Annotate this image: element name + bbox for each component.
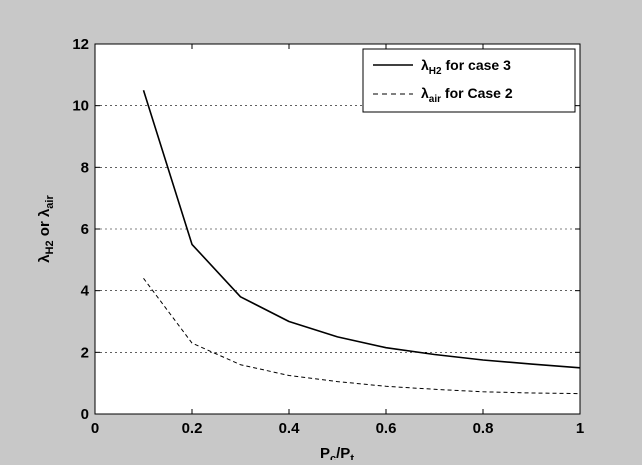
series-line-2 [143,278,581,395]
series-line-1 [142,90,581,369]
x-axis-label: Pc/Pt [320,445,354,460]
y-tick-label: 6 [81,221,89,238]
legend-label-series-2: λair for Case 2 [421,85,513,105]
legend: λH2 for case 3 λair for Case 2 [362,48,576,113]
legend-box [362,48,576,113]
x-tick-label: 0.8 [473,420,494,437]
y-tick-label: 8 [81,159,89,176]
y-axis-label: λH2 or λair [36,195,56,263]
axis-ticks: 0 2 4 6 8 10 12 0 0.2 0.4 0.6 0.8 1 [72,36,584,437]
y-tick-label: 0 [81,406,89,423]
y-tick-label: 12 [72,36,89,53]
y-tick-label: 4 [81,283,90,300]
grid-lines [95,105,580,353]
x-tick-label: 0.6 [376,420,397,437]
series-lines [142,90,581,395]
x-tick-label: 0.2 [182,420,203,437]
x-tick-label: 0.4 [279,420,301,437]
x-tick-label: 0 [91,420,99,437]
y-tick-label: 2 [81,344,89,361]
legend-label-series-1: λH2 for case 3 [421,57,511,77]
y-tick-label: 10 [72,98,89,115]
x-tick-label: 1 [576,420,584,437]
